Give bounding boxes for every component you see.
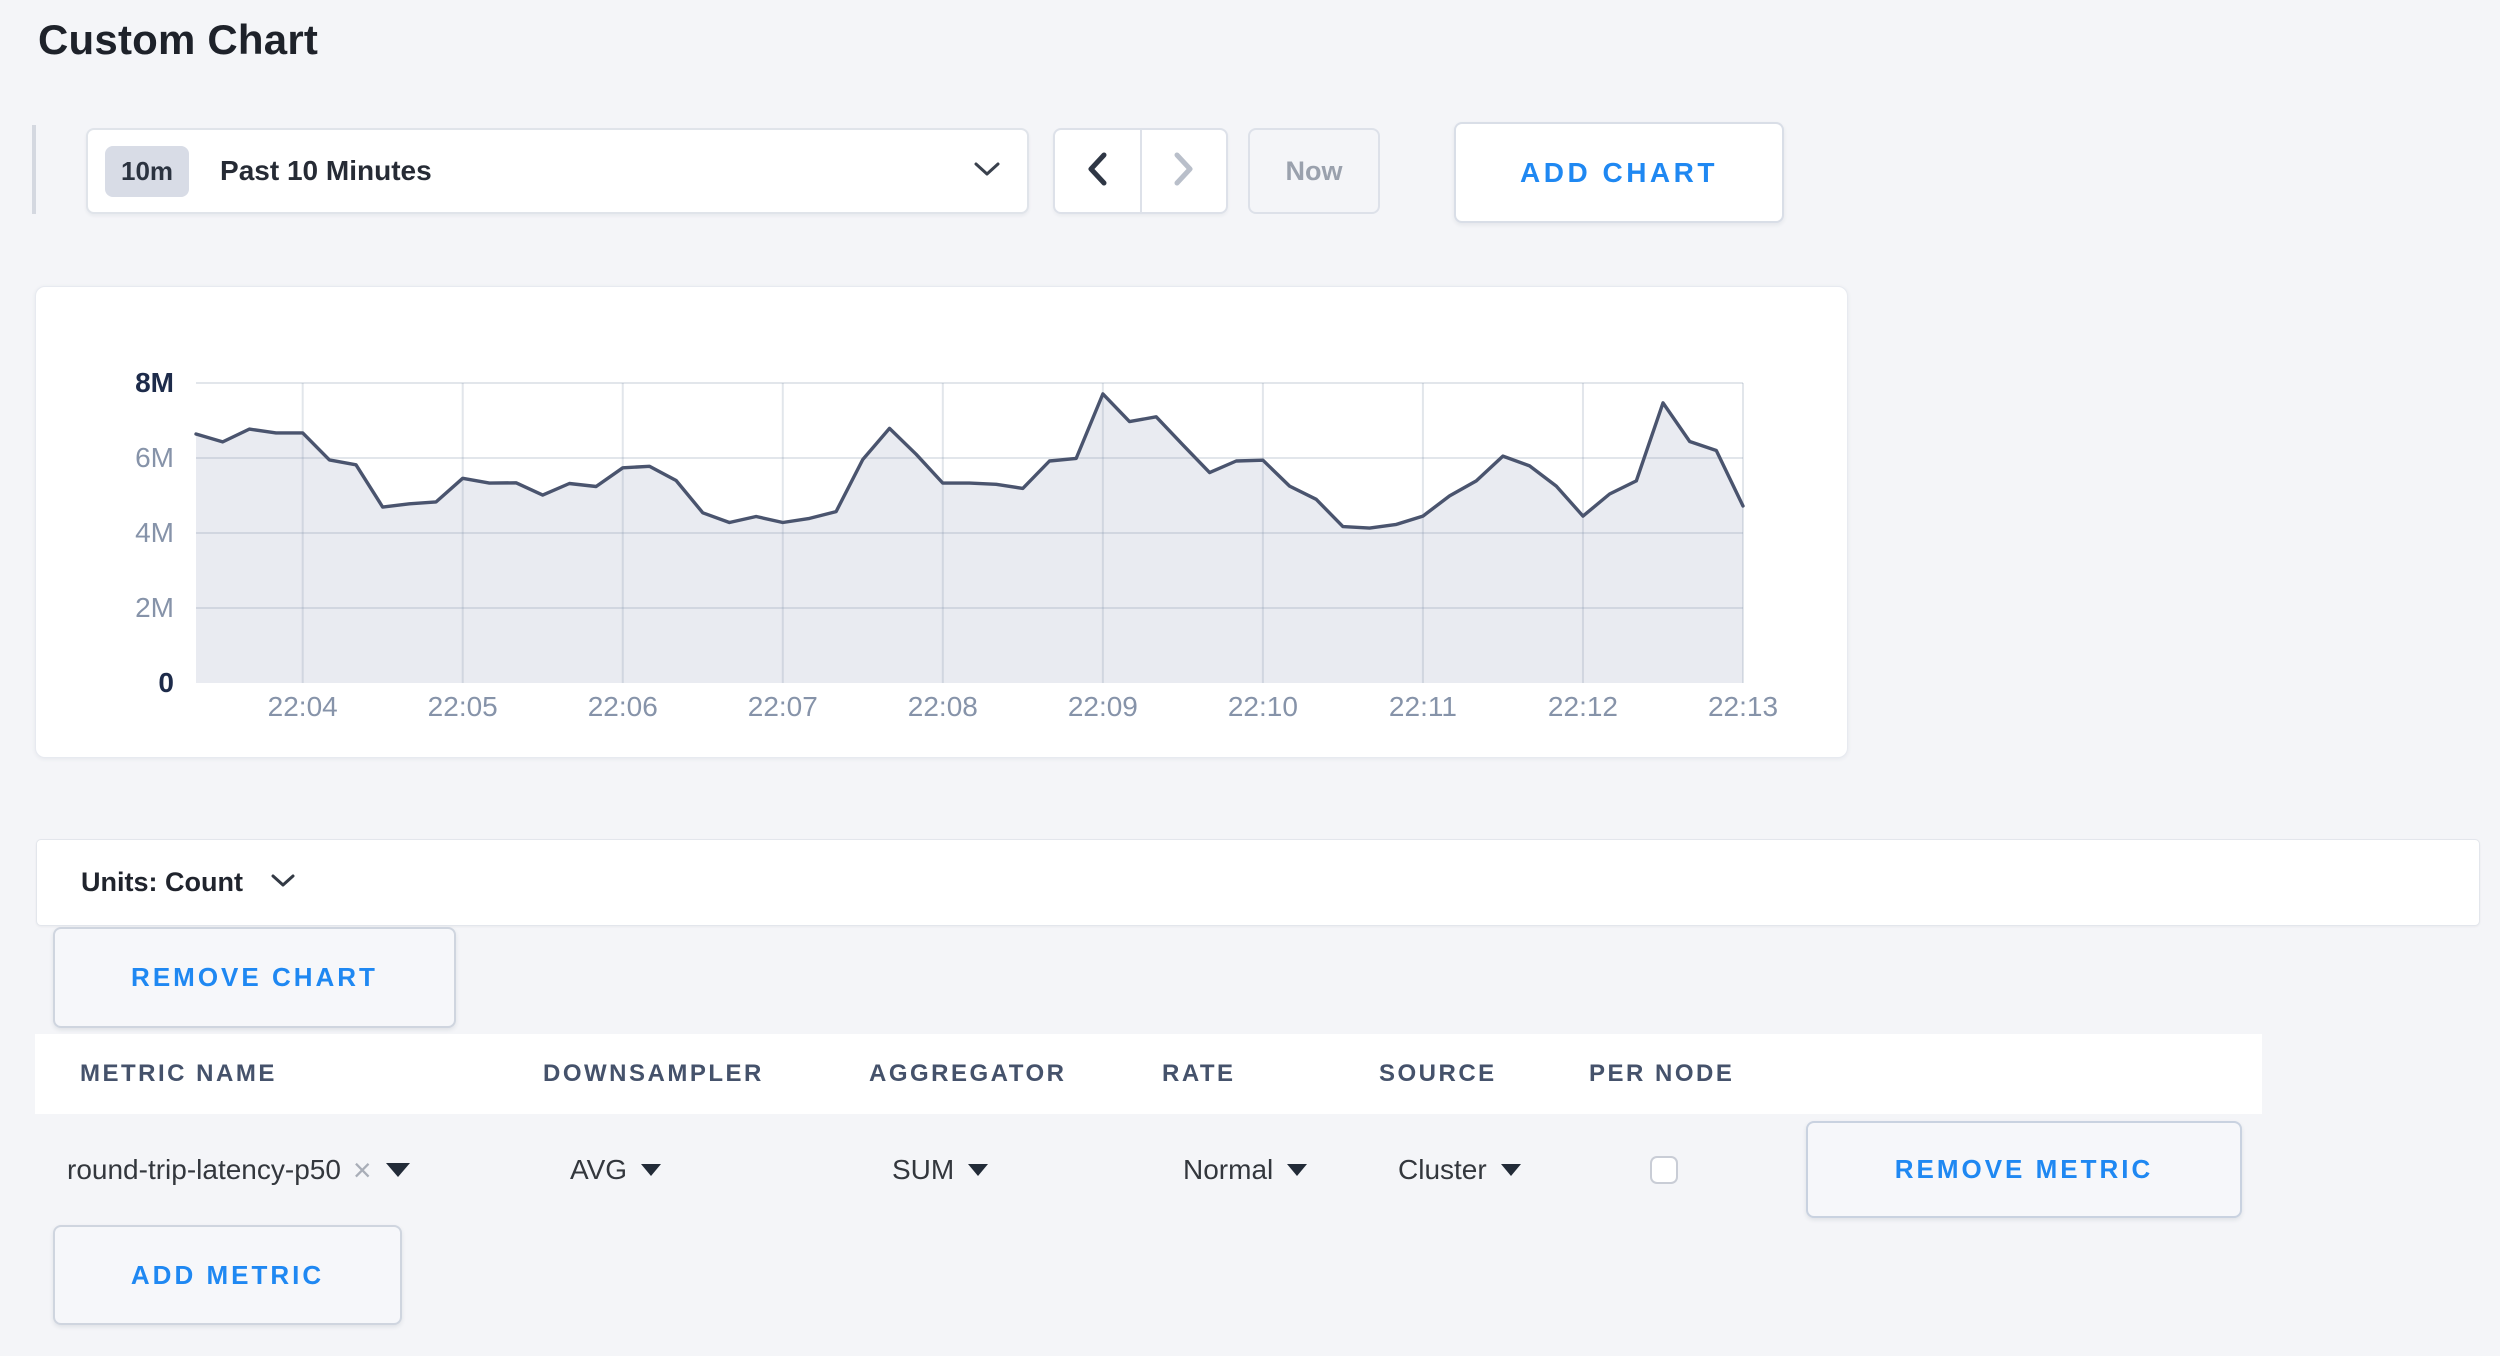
x-axis-tick-22:12: 22:12 xyxy=(1548,691,1618,722)
y-axis-tick-0: 0 xyxy=(158,667,174,698)
units-select[interactable]: Units: Count xyxy=(36,839,2480,926)
caret-down-icon xyxy=(641,1163,662,1176)
page-title: Custom Chart xyxy=(38,16,319,63)
remove-metric-button[interactable]: REMOVE METRIC xyxy=(1806,1121,2242,1218)
caret-down-icon xyxy=(968,1163,989,1176)
time-range-badge: 10m xyxy=(105,145,190,197)
y-axis-tick-2M: 2M xyxy=(135,592,174,623)
latency-area-chart[interactable]: 0 2M 4M 6M 8M 22:04 22:05 22:06 22:07 22:08 22:09 2… xyxy=(36,287,1847,757)
column-header-metric-name: METRIC NAME xyxy=(80,1060,277,1087)
add-chart-button[interactable]: ADD CHART xyxy=(1454,122,1784,223)
metric-name-dropdown[interactable]: round-trip-latency-p50 × xyxy=(67,1154,410,1186)
add-metric-button[interactable]: ADD METRIC xyxy=(53,1225,402,1325)
time-range-label: Past 10 Minutes xyxy=(220,155,432,186)
metric-row: round-trip-latency-p50 × AVG SUM Normal … xyxy=(35,1114,2480,1225)
x-axis-tick-22:11: 22:11 xyxy=(1389,691,1457,722)
series-area-fill xyxy=(196,393,1743,683)
downsampler-value: AVG xyxy=(570,1153,628,1185)
x-axis-tick-22:10: 22:10 xyxy=(1228,691,1298,722)
chevron-down-icon xyxy=(270,873,296,893)
x-axis-tick-22:08: 22:08 xyxy=(908,691,978,722)
shift-back-button[interactable] xyxy=(1055,130,1140,212)
column-header-per-node: PER NODE xyxy=(1589,1060,1735,1087)
downsampler-dropdown[interactable]: AVG xyxy=(570,1153,662,1186)
aggregator-dropdown[interactable]: SUM xyxy=(892,1153,989,1186)
remove-chart-button[interactable]: REMOVE CHART xyxy=(53,927,456,1028)
units-label: Units: Count xyxy=(81,867,243,897)
x-axis-tick-22:06: 22:06 xyxy=(588,691,658,722)
caret-down-icon xyxy=(1287,1163,1308,1176)
y-axis-tick-6M: 6M xyxy=(135,442,174,473)
series-line xyxy=(194,392,1745,530)
aggregator-value: SUM xyxy=(892,1153,955,1185)
source-dropdown[interactable]: Cluster xyxy=(1398,1154,1521,1186)
x-axis-tick-22:07: 22:07 xyxy=(748,691,818,722)
x-axis-tick-22:13: 22:13 xyxy=(1708,691,1778,722)
time-shift-group xyxy=(1053,128,1228,214)
chevron-right-icon xyxy=(1173,152,1195,191)
chevron-left-icon xyxy=(1086,152,1108,191)
column-header-rate: RATE xyxy=(1162,1060,1236,1087)
column-header-downsampler: DOWNSAMPLER xyxy=(543,1060,764,1087)
time-range-select[interactable]: 10m Past 10 Minutes xyxy=(86,128,1029,214)
caret-down-icon xyxy=(1500,1163,1521,1176)
y-axis-tick-4M: 4M xyxy=(135,517,174,548)
rate-dropdown[interactable]: Normal xyxy=(1183,1153,1308,1186)
metrics-table-header: METRIC NAME DOWNSAMPLER AGGREGATOR RATE SOUR… xyxy=(35,1034,2262,1114)
caret-down-icon xyxy=(385,1162,410,1177)
now-button[interactable]: Now xyxy=(1248,128,1380,214)
x-axis-tick-22:04: 22:04 xyxy=(268,691,338,722)
clear-metric-icon[interactable]: × xyxy=(352,1151,372,1188)
chart-card: 0 2M 4M 6M 8M 22:04 22:05 22:06 22:07 22:08 22:09 2… xyxy=(35,286,1848,758)
column-header-aggregator: AGGREGATOR xyxy=(869,1060,1067,1087)
toolbar-accent-divider xyxy=(32,125,36,214)
x-axis-tick-22:05: 22:05 xyxy=(428,691,498,722)
source-value: Cluster xyxy=(1398,1153,1487,1185)
per-node-checkbox[interactable] xyxy=(1650,1155,1678,1184)
y-axis-tick-8M: 8M xyxy=(135,367,174,398)
metric-name-value: round-trip-latency-p50 xyxy=(67,1153,341,1185)
chevron-down-icon xyxy=(973,161,1001,182)
rate-value: Normal xyxy=(1183,1153,1274,1185)
shift-forward-button[interactable] xyxy=(1139,130,1227,212)
x-axis-tick-22:09: 22:09 xyxy=(1068,691,1138,722)
column-header-source: SOURCE xyxy=(1379,1060,1497,1087)
chart-gridlines xyxy=(196,382,1744,683)
